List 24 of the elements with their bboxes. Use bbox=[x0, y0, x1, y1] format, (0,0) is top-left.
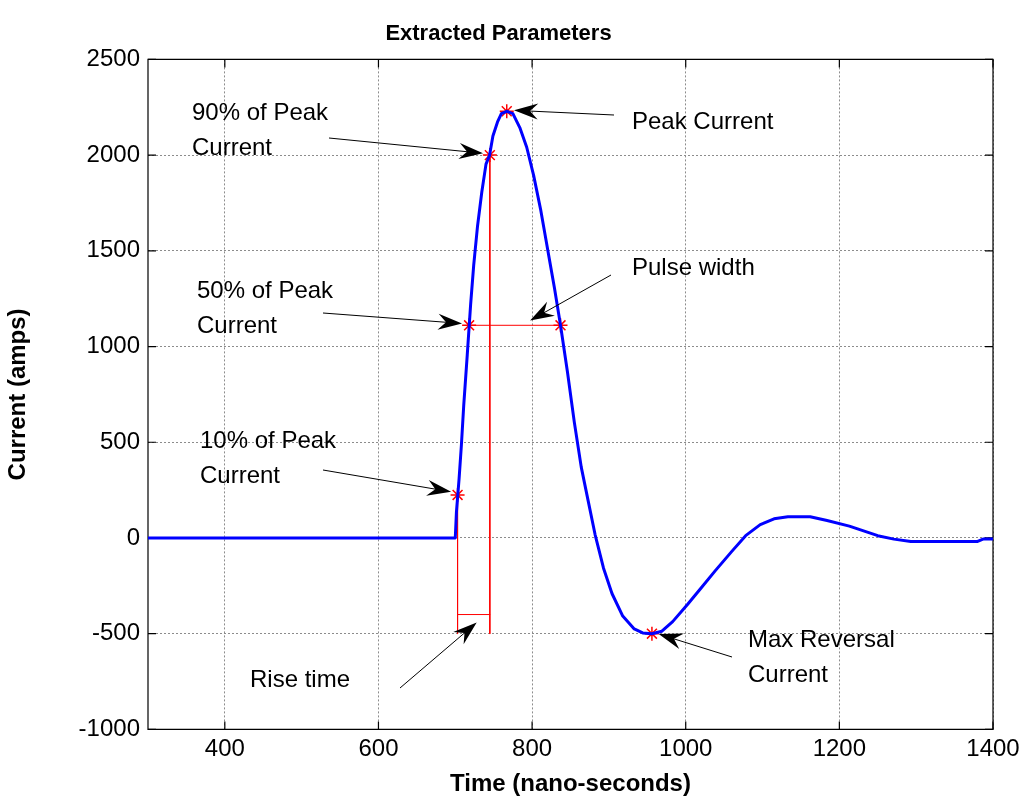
y-tick-label: 1500 bbox=[86, 235, 140, 263]
x-tick-label: 1000 bbox=[659, 734, 713, 762]
x-axis-title: Time (nano-seconds) bbox=[450, 769, 691, 797]
x-tick-label: 1400 bbox=[966, 734, 1020, 762]
y-tick-label: 2500 bbox=[86, 44, 140, 72]
annotation: 90% of Peak Current bbox=[192, 97, 330, 160]
y-tick-label: 0 bbox=[126, 522, 140, 550]
y-tick-label: 1000 bbox=[86, 331, 140, 359]
x-tick-label: 1200 bbox=[812, 734, 867, 762]
y-tick-label: -1000 bbox=[78, 714, 140, 742]
annotation: Max Reversal Current bbox=[748, 624, 895, 687]
annotation: Peak Current bbox=[632, 106, 774, 134]
x-tick-label: 400 bbox=[204, 734, 245, 762]
y-tick-label: 500 bbox=[99, 426, 140, 454]
annotation: 50% of Peak Current bbox=[197, 275, 335, 338]
chart-title: Extracted Parameters bbox=[385, 20, 612, 46]
y-axis-title: Current (amps) bbox=[3, 308, 31, 481]
annotation: Pulse width bbox=[632, 252, 755, 280]
y-tick-label: -500 bbox=[91, 618, 140, 646]
x-tick-label: 600 bbox=[358, 734, 399, 762]
y-tick-label: 2000 bbox=[86, 139, 140, 167]
annotation: 10% of Peak Current bbox=[200, 425, 338, 488]
x-tick-label: 800 bbox=[512, 734, 553, 762]
annotation: Rise time bbox=[250, 664, 351, 692]
